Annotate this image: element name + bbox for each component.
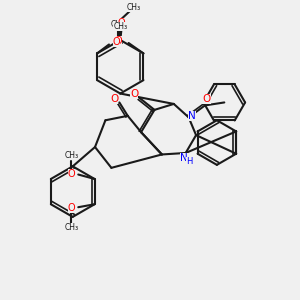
Text: O: O bbox=[68, 203, 75, 213]
Text: CH₃: CH₃ bbox=[127, 3, 141, 12]
Text: H: H bbox=[186, 157, 192, 166]
Text: O: O bbox=[112, 37, 120, 47]
Text: CH₃: CH₃ bbox=[64, 223, 79, 232]
Text: O: O bbox=[130, 89, 138, 99]
Text: N: N bbox=[188, 111, 196, 121]
Text: O: O bbox=[68, 169, 75, 178]
Text: N: N bbox=[180, 153, 188, 163]
Text: CH₃: CH₃ bbox=[113, 22, 127, 31]
Text: CH₃: CH₃ bbox=[64, 151, 79, 160]
Text: O: O bbox=[202, 94, 211, 104]
Text: O: O bbox=[118, 18, 126, 28]
Text: CH₃: CH₃ bbox=[111, 20, 125, 29]
Text: O: O bbox=[110, 94, 118, 104]
Text: O: O bbox=[114, 36, 122, 46]
